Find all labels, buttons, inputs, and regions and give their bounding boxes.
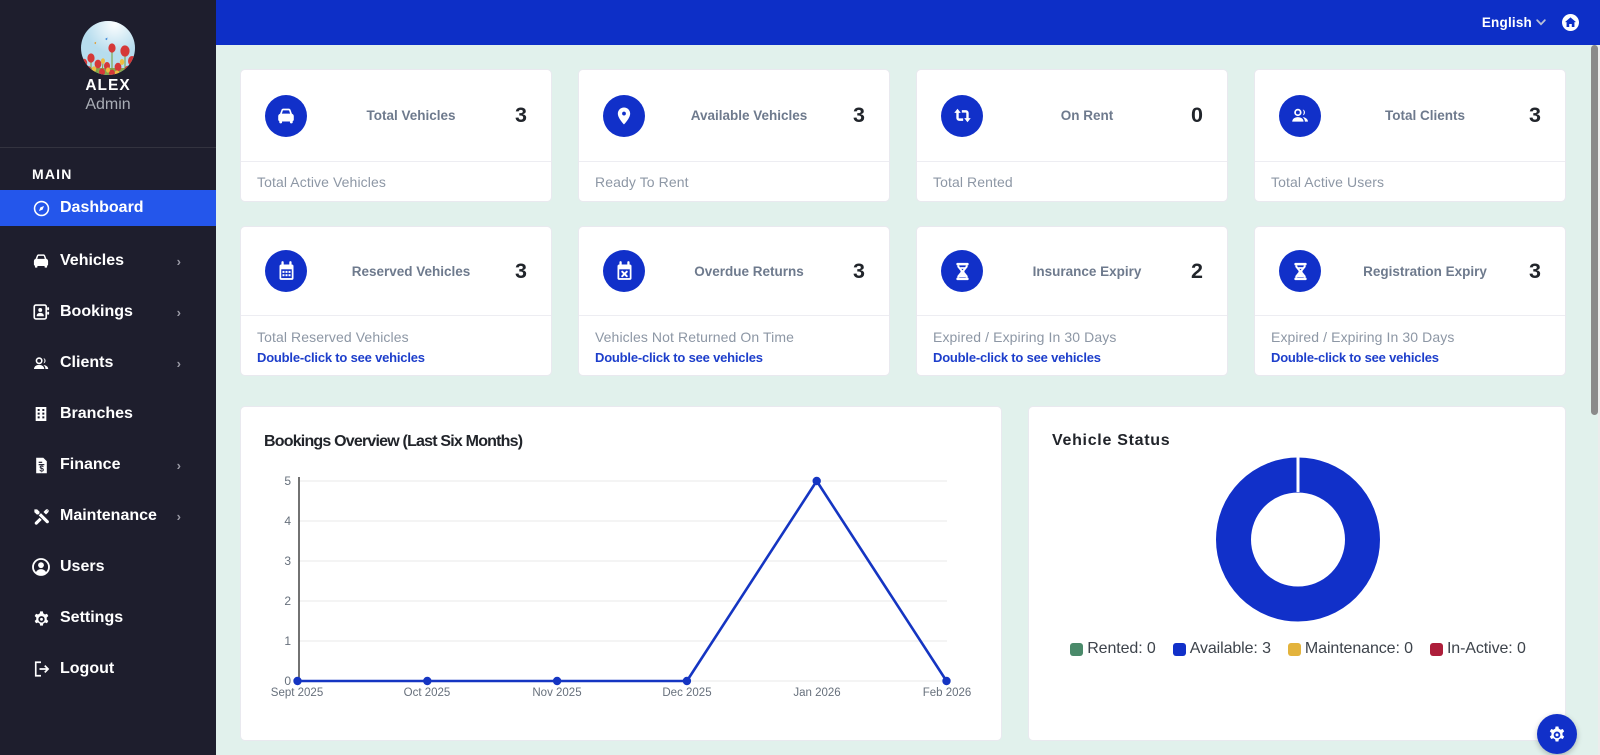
svg-text:Oct 2025: Oct 2025: [404, 687, 451, 699]
svg-text:Sept 2025: Sept 2025: [271, 687, 323, 699]
svg-text:4: 4: [284, 514, 291, 528]
svg-text:5: 5: [284, 474, 291, 488]
svg-text:0: 0: [284, 674, 291, 688]
svg-text:Feb 2026: Feb 2026: [923, 687, 972, 699]
svg-text:Nov 2025: Nov 2025: [532, 687, 581, 699]
svg-text:3: 3: [284, 554, 291, 568]
svg-text:$: $: [39, 464, 44, 473]
svg-text:2: 2: [284, 594, 291, 608]
svg-text:1: 1: [284, 634, 291, 648]
svg-text:Jan 2026: Jan 2026: [793, 687, 840, 699]
svg-text:Dec 2025: Dec 2025: [662, 687, 711, 699]
